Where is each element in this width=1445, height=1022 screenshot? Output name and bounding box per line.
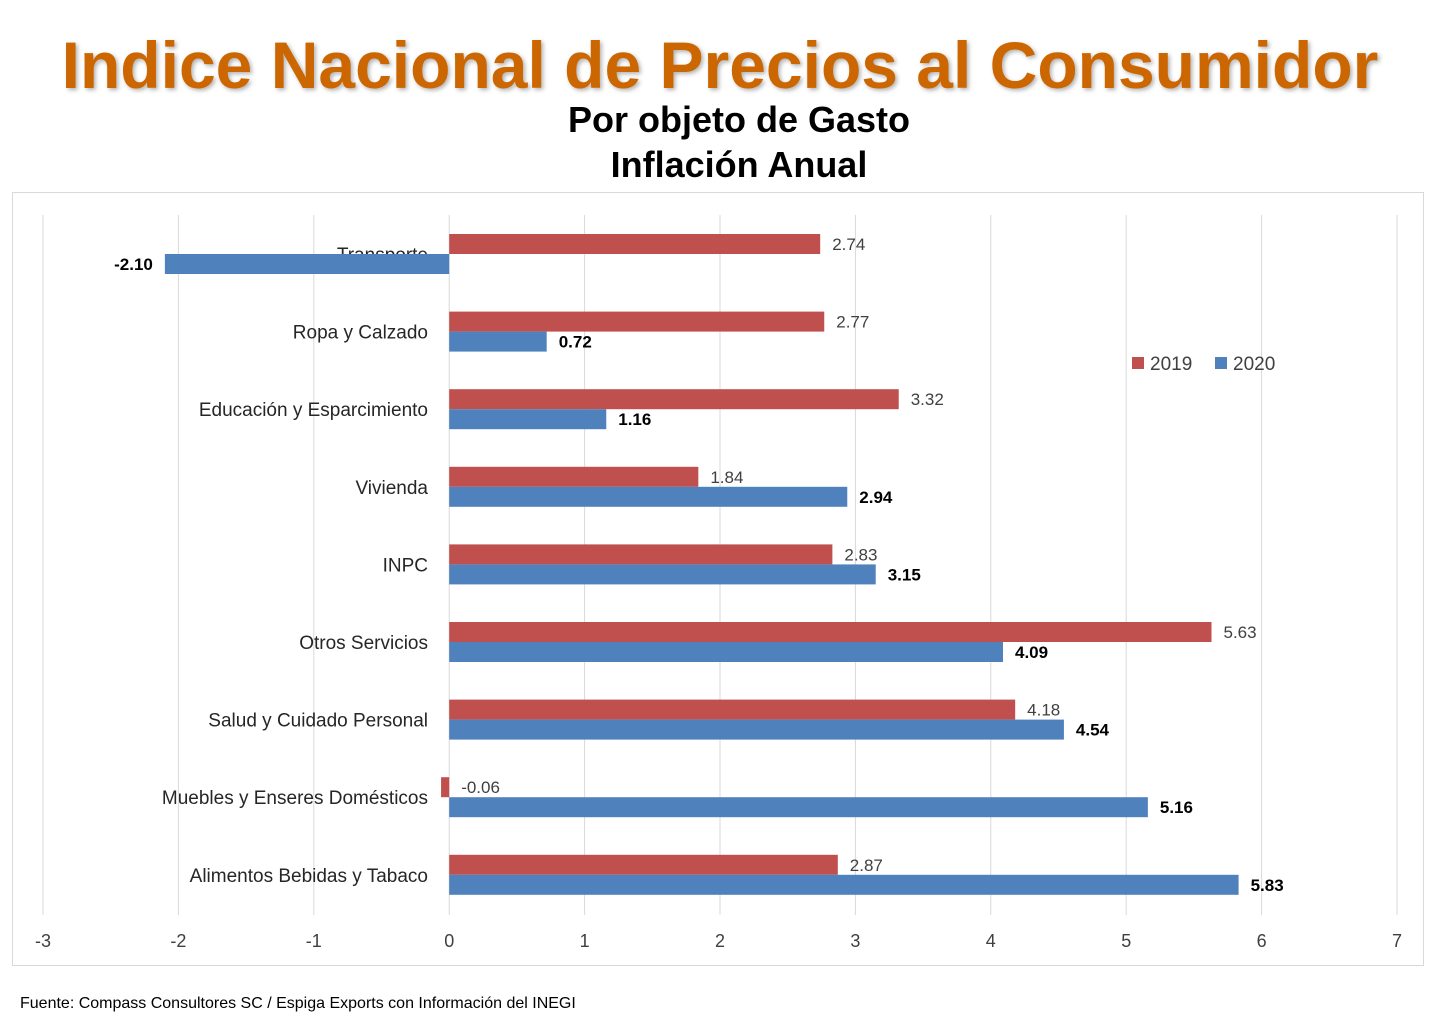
data-label-2020: 0.72 <box>559 333 592 352</box>
category-label: Alimentos Bebidas y Tabaco <box>190 866 428 887</box>
bar-2019 <box>449 466 699 487</box>
bar-2020 <box>449 797 1148 818</box>
data-label-2020: 3.15 <box>888 565 921 584</box>
data-label-2019: 1.84 <box>710 468 743 487</box>
legend-swatch-2019 <box>1132 357 1144 369</box>
bar-2019 <box>449 622 1212 642</box>
legend-label-2019: 2019 <box>1150 354 1192 375</box>
bar-2020 <box>449 719 1064 740</box>
data-label-2020: -2.10 <box>114 255 153 274</box>
data-label-2019: 5.63 <box>1224 623 1257 642</box>
bar-2020 <box>449 642 1003 662</box>
bar-2020 <box>449 874 1239 895</box>
category-label: Educación y Esparcimiento <box>199 400 428 421</box>
data-label-2019: 2.74 <box>832 235 865 254</box>
x-tick-label: 3 <box>850 931 860 951</box>
data-label-2020: 4.54 <box>1076 721 1110 740</box>
x-tick-label: -3 <box>35 931 51 951</box>
plot-frame <box>12 192 1424 966</box>
x-tick-label: 5 <box>1121 931 1131 951</box>
bar-2020 <box>164 254 450 274</box>
legend: 2019 2020 <box>1132 354 1275 375</box>
data-label-2020: 1.16 <box>618 410 651 429</box>
legend-swatch-2020 <box>1215 357 1227 369</box>
x-tick-label: 6 <box>1257 931 1267 951</box>
category-label: Ropa y Calzado <box>293 323 428 344</box>
data-label-2019: 2.77 <box>836 313 869 332</box>
bar-2020 <box>449 486 848 507</box>
x-tick-label: 2 <box>715 931 725 951</box>
data-label-2019: 3.32 <box>911 390 944 409</box>
bar-2019 <box>449 854 838 875</box>
category-label: Vivienda <box>355 478 428 499</box>
data-label-2019: 2.83 <box>844 545 877 564</box>
chart-subtitle-2: Inflación Anual <box>611 144 868 185</box>
x-tick-label: 0 <box>444 931 454 951</box>
data-label-2020: 5.83 <box>1251 876 1284 895</box>
bar-2019 <box>449 311 825 332</box>
x-tick-label: 1 <box>580 931 590 951</box>
bar-2019 <box>449 544 833 565</box>
bar-2019 <box>449 699 1016 720</box>
x-tick-label: -2 <box>170 931 186 951</box>
data-label-2019: 4.18 <box>1027 701 1060 720</box>
bar-2019 <box>441 777 450 798</box>
data-label-2020: 2.94 <box>859 488 893 507</box>
x-tick-label: 4 <box>986 931 996 951</box>
source-footer: Fuente: Compass Consultores SC / Espiga … <box>20 995 576 1012</box>
chart-subtitle-1: Por objeto de Gasto <box>568 99 910 140</box>
chart-title: Indice Nacional de Precios al Consumidor <box>62 28 1379 102</box>
x-tick-label: 7 <box>1392 931 1402 951</box>
x-tick-label: -1 <box>306 931 322 951</box>
bar-2019 <box>449 234 821 254</box>
bar-2020 <box>449 331 547 352</box>
bar-2020 <box>449 409 607 430</box>
data-label-2019: 2.87 <box>850 856 883 875</box>
legend-label-2020: 2020 <box>1233 354 1275 375</box>
bar-2020 <box>449 564 876 585</box>
category-label: INPC <box>383 555 428 576</box>
data-label-2020: 5.16 <box>1160 798 1193 817</box>
bar-2019 <box>449 389 899 410</box>
category-label: Salud y Cuidado Personal <box>208 711 428 732</box>
category-label: Otros Servicios <box>299 633 428 654</box>
data-label-2019: -0.06 <box>461 778 500 797</box>
data-label-2020: 4.09 <box>1015 643 1048 662</box>
category-label: Muebles y Enseres Domésticos <box>162 788 428 809</box>
